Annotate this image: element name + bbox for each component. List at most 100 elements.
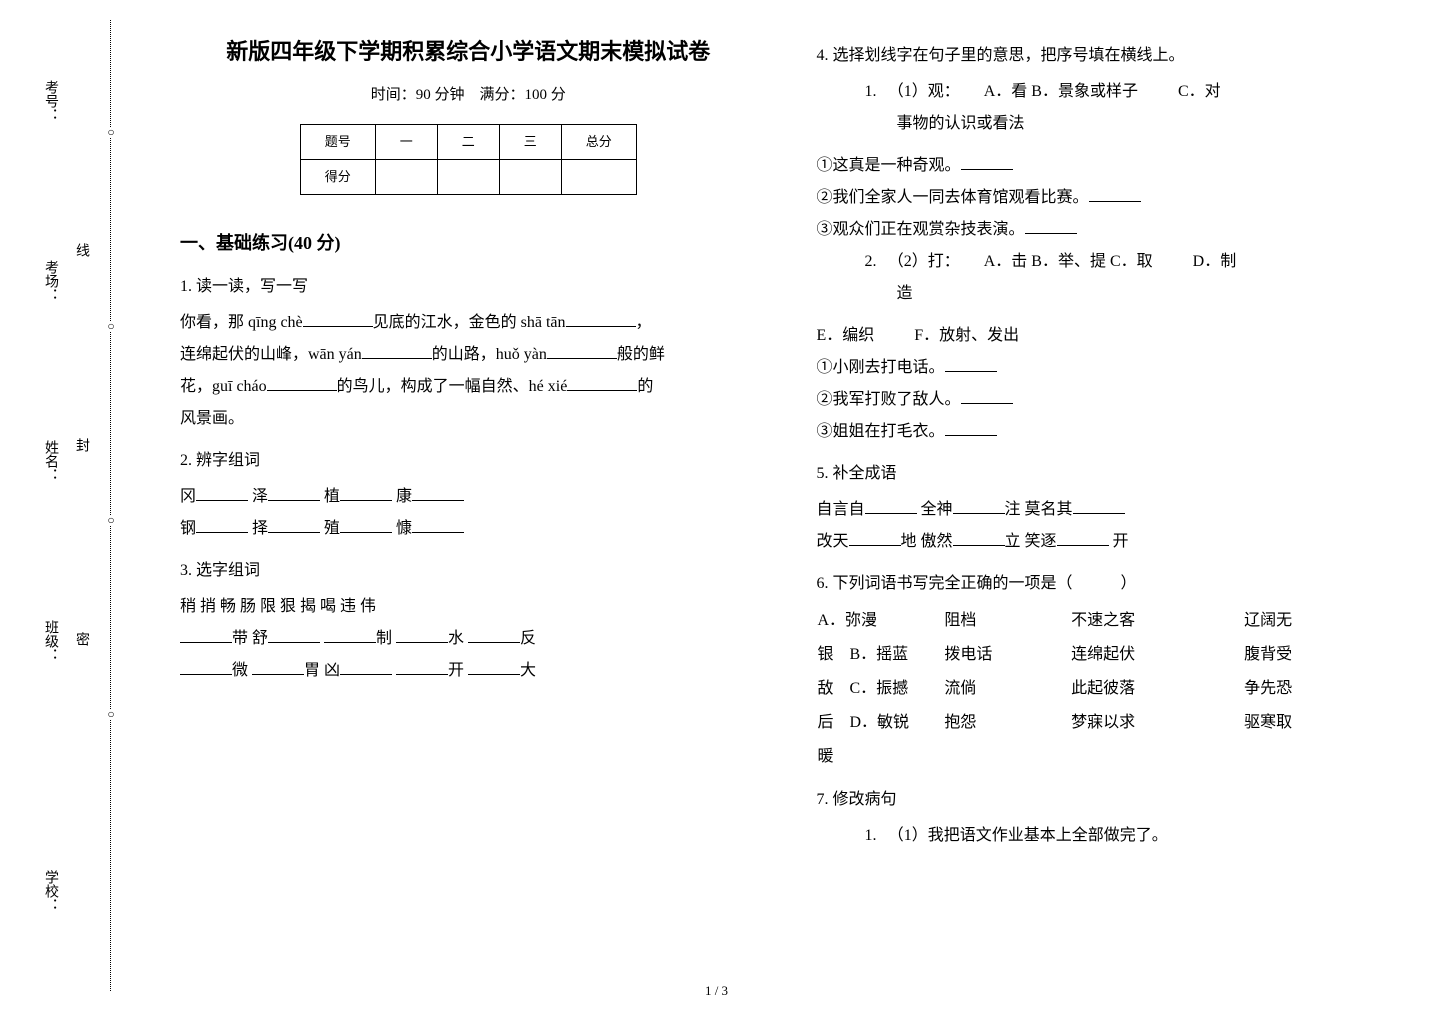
q4-opt: C．对 [1178, 83, 1221, 100]
q1-text: 见底的江水，金色的 shā tān [373, 314, 566, 331]
q4-g1: 1. （1）观： A．看 B．景象或样子 C．对 事物的认识或看法 ①这真是一种… [817, 76, 1394, 246]
q1-text: 的鸟儿，构成了一幅自然、hé xié [337, 378, 568, 395]
q4-opt: C．取 [1110, 253, 1153, 270]
fill-blank[interactable] [268, 626, 320, 643]
page-footer: 1 / 3 [0, 983, 1433, 999]
fill-blank[interactable] [340, 658, 392, 675]
q1-body: 你看，那 qīng chè见底的江水，金色的 shā tān， 连绵起伏的山峰，… [180, 307, 757, 435]
question-6: 6. 下列词语书写完全正确的一项是（ ） [817, 568, 1394, 600]
q6-cell[interactable]: 银 B．摇蓝 [817, 638, 944, 672]
fill-blank[interactable] [953, 529, 1005, 546]
q6-cell: 争先恐 [1243, 672, 1393, 706]
q-label: 选字组词 [196, 562, 260, 579]
fill-blank[interactable] [961, 153, 1013, 170]
q6-cell: 抱怨 [943, 706, 1070, 740]
section-heading: 一、基础练习(40 分) [180, 225, 757, 261]
binding-char: 密 [71, 632, 91, 654]
q6-cell[interactable]: 后 D．敏锐 [817, 706, 944, 740]
fill-blank[interactable] [324, 626, 376, 643]
q5-text: 自言自 [817, 501, 865, 518]
fill-blank[interactable] [865, 497, 917, 514]
fill-blank[interactable] [1089, 185, 1141, 202]
fill-blank[interactable] [340, 484, 392, 501]
fill-blank[interactable] [945, 419, 997, 436]
score-cell: 得分 [300, 160, 375, 195]
q7-sent: （1）我把语文作业基本上全部做完了。 [888, 827, 1168, 844]
q-label: 下列词语书写完全正确的一项是（ ） [833, 575, 1137, 592]
question-5: 5. 补全成语 [817, 458, 1394, 490]
fill-blank[interactable] [412, 516, 464, 533]
sub-num: 1. [865, 76, 884, 108]
q4-head: （2）打： [888, 253, 960, 270]
fill-blank[interactable] [1073, 497, 1125, 514]
score-cell[interactable] [499, 160, 561, 195]
q6-cell[interactable]: 敌 C．振撼 [817, 672, 944, 706]
q2-char: 康 [396, 488, 412, 505]
fill-blank[interactable] [340, 516, 392, 533]
q2-body: 冈 泽 植 康 钢 择 殖 慷 [180, 481, 757, 545]
fill-blank[interactable] [945, 355, 997, 372]
q6-cell[interactable]: A．弥漫 [817, 604, 944, 638]
fill-blank[interactable] [362, 342, 432, 359]
fill-blank[interactable] [252, 658, 304, 675]
fill-blank[interactable] [303, 310, 373, 327]
question-1: 1. 读一读，写一写 [180, 271, 757, 303]
score-cell[interactable] [437, 160, 499, 195]
fill-blank[interactable] [566, 310, 636, 327]
q3-text: 开 [448, 662, 464, 679]
question-7: 7. 修改病句 [817, 784, 1394, 816]
fill-blank[interactable] [196, 516, 248, 533]
q3-text: 带 舒 [232, 630, 268, 647]
fill-blank[interactable] [547, 342, 617, 359]
q4-tail: 造 [817, 278, 1394, 310]
q4-sent: ②我军打败了敌人。 [817, 391, 961, 408]
q2-char: 植 [324, 488, 340, 505]
fill-blank[interactable] [396, 626, 448, 643]
side-label-exam-id: 考号： [40, 80, 60, 122]
q7-body: 1. （1）我把语文作业基本上全部做完了。 [817, 820, 1394, 852]
score-cell: 总分 [561, 125, 636, 160]
fill-blank[interactable] [953, 497, 1005, 514]
fill-blank[interactable] [961, 387, 1013, 404]
q1-text: ， [636, 314, 652, 331]
q6-cell: 流倘 [943, 672, 1070, 706]
score-cell[interactable] [375, 160, 437, 195]
q3-text: 微 [232, 662, 248, 679]
q1-text: 风景画。 [180, 403, 757, 435]
q1-text: 的山路，huǒ yàn [432, 346, 547, 363]
score-cell: 一 [375, 125, 437, 160]
score-table: 题号 一 二 三 总分 得分 [300, 124, 637, 195]
fill-blank[interactable] [396, 658, 448, 675]
sub-num: 1. [865, 820, 884, 852]
fill-blank[interactable] [1025, 217, 1077, 234]
q4-tail: 事物的认识或看法 [817, 108, 1394, 140]
q-num: 4. [817, 47, 829, 64]
fill-blank[interactable] [267, 374, 337, 391]
fill-blank[interactable] [849, 529, 901, 546]
q4-sent: ①小刚去打电话。 [817, 359, 945, 376]
q3-text: 反 [520, 630, 536, 647]
fill-blank[interactable] [180, 626, 232, 643]
score-cell: 题号 [300, 125, 375, 160]
q3-text: 水 [448, 630, 464, 647]
fill-blank[interactable] [268, 516, 320, 533]
score-cell: 二 [437, 125, 499, 160]
fill-blank[interactable] [180, 658, 232, 675]
q6-cell: 连绵起伏 [1070, 638, 1243, 672]
fill-blank[interactable] [468, 626, 520, 643]
q5-text: 地 傲然 [901, 533, 953, 550]
fill-blank[interactable] [412, 484, 464, 501]
q4-g2: 2. （2）打： A．击 B．举、提 C．取 D．制 造 E．编织 F．放射、发… [817, 246, 1394, 448]
q4-opt: F．放射、发出 [914, 327, 1019, 344]
score-cell[interactable] [561, 160, 636, 195]
fill-blank[interactable] [196, 484, 248, 501]
fill-blank[interactable] [567, 374, 637, 391]
score-cell: 三 [499, 125, 561, 160]
q2-char: 殖 [324, 520, 340, 537]
fill-blank[interactable] [1057, 529, 1109, 546]
question-4: 4. 选择划线字在句子里的意思，把序号填在横线上。 [817, 40, 1394, 72]
fill-blank[interactable] [468, 658, 520, 675]
fill-blank[interactable] [268, 484, 320, 501]
binding-line: ○ ○ ○ ○ 线 封 密 [110, 20, 111, 991]
q-num: 6. [817, 575, 829, 592]
